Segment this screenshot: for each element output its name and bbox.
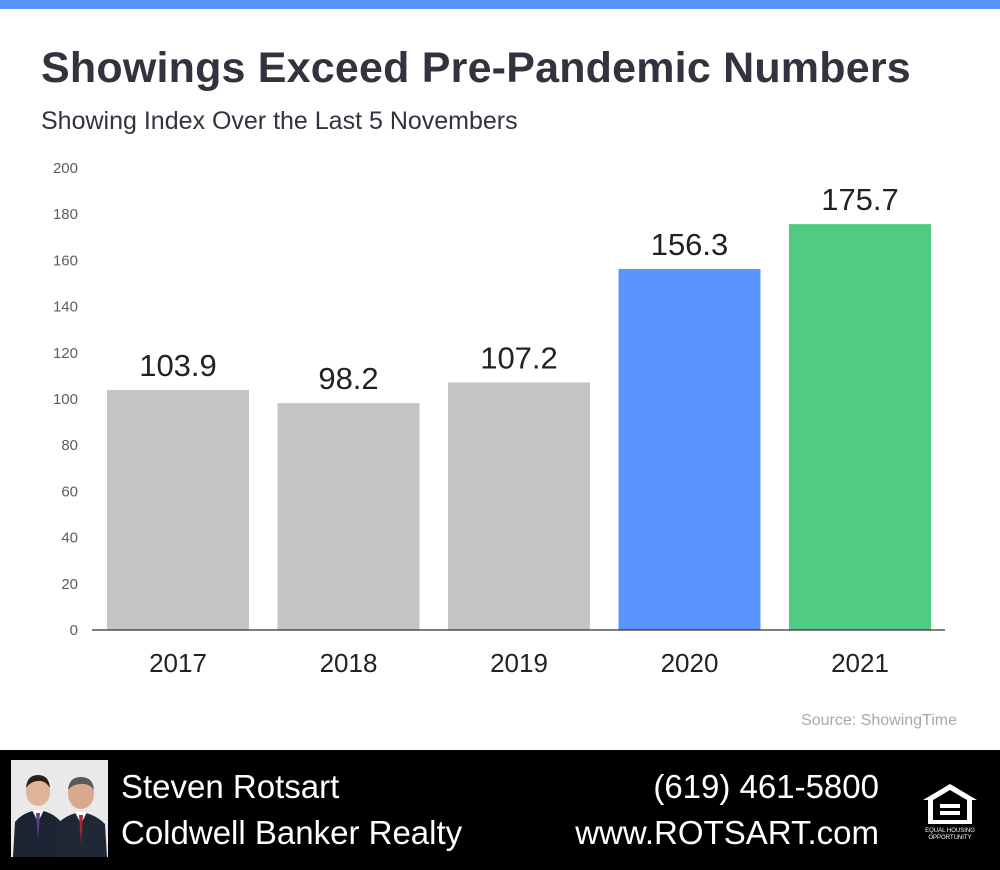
y-tick-label: 20 — [61, 576, 78, 593]
value-label-2017: 103.9 — [139, 348, 217, 383]
x-tick-label-2018: 2018 — [320, 648, 378, 678]
value-label-2020: 156.3 — [651, 227, 729, 262]
agent-photo — [11, 760, 108, 857]
chart-subtitle: Showing Index Over the Last 5 Novembers — [41, 107, 518, 135]
x-tick-label-2019: 2019 — [490, 648, 548, 678]
value-label-2021: 175.7 — [821, 182, 899, 217]
value-labels: 103.9 98.2 107.2 156.3 175.7 — [139, 182, 899, 396]
y-tick-label: 180 — [53, 206, 78, 223]
source-note: Source: ShowingTime — [801, 712, 957, 729]
equal-housing-opportunity-logo: EQUAL HOUSING OPPORTUNITY — [923, 784, 977, 841]
y-tick-label: 40 — [61, 530, 78, 547]
value-label-2018: 98.2 — [318, 361, 378, 396]
brokerage-name: Coldwell Banker Realty — [121, 814, 463, 851]
agent-name: Steven Rotsart — [121, 768, 340, 805]
y-tick-label: 0 — [70, 622, 78, 639]
x-axis-ticks: 2017 2018 2019 2020 2021 — [149, 648, 889, 678]
y-tick-label: 60 — [61, 483, 78, 500]
x-tick-label-2021: 2021 — [831, 648, 889, 678]
y-tick-label: 80 — [61, 437, 78, 454]
y-tick-label: 100 — [53, 391, 78, 408]
x-tick-label-2020: 2020 — [661, 648, 719, 678]
y-tick-label: 160 — [53, 252, 78, 269]
y-tick-label: 140 — [53, 299, 78, 316]
website-url: www.ROTSART.com — [575, 814, 879, 851]
y-tick-label: 120 — [53, 345, 78, 362]
top-accent-bar — [0, 0, 1000, 9]
bar-2019 — [448, 382, 590, 630]
bars — [107, 224, 931, 630]
bar-2018 — [277, 403, 420, 630]
x-tick-label-2017: 2017 — [149, 648, 207, 678]
bar-2017 — [107, 389, 249, 630]
bar-chart: 0 20 40 60 80 100 120 140 160 180 200 103.9 98.2 107… — [53, 160, 945, 678]
y-axis-ticks: 0 20 40 60 80 100 120 140 160 180 200 — [53, 160, 78, 639]
bar-2021 — [789, 224, 931, 630]
y-tick-label: 200 — [53, 160, 78, 177]
phone-number: (619) 461-5800 — [653, 768, 879, 805]
bar-2020 — [618, 268, 761, 630]
value-label-2019: 107.2 — [480, 340, 558, 375]
svg-text:OPPORTUNITY: OPPORTUNITY — [928, 835, 971, 841]
svg-text:EQUAL HOUSING: EQUAL HOUSING — [925, 828, 975, 834]
agent-footer: Steven Rotsart Coldwell Banker Realty (6… — [0, 750, 1000, 870]
chart-title: Showings Exceed Pre-Pandemic Numbers — [41, 44, 911, 92]
